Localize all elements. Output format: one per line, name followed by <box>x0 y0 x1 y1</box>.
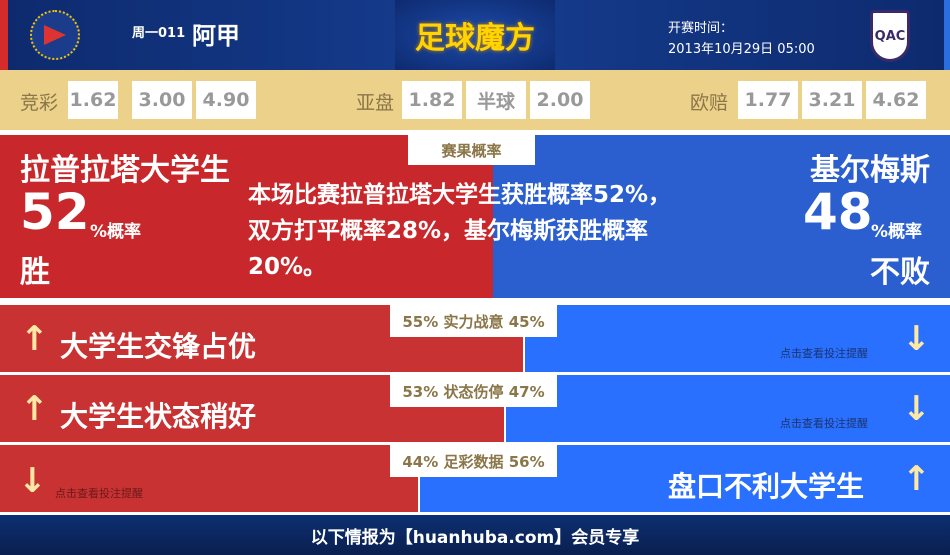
home-team-logo <box>30 10 80 60</box>
league-name: 阿甲 <box>192 22 240 50</box>
jingcai-odd: 1.62 <box>68 81 118 119</box>
jingcai-label: 竞彩 <box>20 92 59 114</box>
row-label: 44% 足彩数据 56% <box>390 445 557 477</box>
arrow-up-icon: ↑ <box>902 459 931 499</box>
jingcai-odd: 4.90 <box>196 81 256 119</box>
oupei-odd: 3.21 <box>802 81 862 119</box>
arrow-down-icon: ↓ <box>902 389 931 429</box>
prob-summary: 本场比赛拉普拉塔大学生获胜概率52%，双方打平概率28%，基尔梅斯获胜概率20%… <box>248 182 672 280</box>
oupei-label: 欧赔 <box>690 92 729 114</box>
home-team-name: 拉普拉塔大学生 <box>20 153 230 188</box>
oupei-odd: 1.77 <box>738 81 798 119</box>
analysis-row[interactable]: 55% 实力战意 45% ↑ 大学生交锋占优 点击查看投注提醒 ↓ <box>0 305 950 372</box>
match-header: 周一011 阿甲 足球魔方 开赛时间： 2013年10月29日 05:00 QA… <box>0 0 950 70</box>
arrow-down-icon: ↓ <box>18 461 47 501</box>
analysis-row[interactable]: 44% 足彩数据 56% ↓ 点击查看投注提醒 盘口不利大学生 ↑ <box>0 445 950 512</box>
arrow-down-icon: ↓ <box>902 319 931 359</box>
kickoff-label: 开赛时间： <box>668 21 734 36</box>
red-edge <box>0 0 8 70</box>
yapan-odd: 2.00 <box>530 81 590 119</box>
prob-tag: 赛果概率 <box>408 135 535 165</box>
bet-hint-link[interactable]: 点击查看投注提醒 <box>55 487 143 500</box>
yapan-odd: 1.82 <box>402 81 462 119</box>
home-bar <box>0 445 418 512</box>
oupei-odd: 4.62 <box>866 81 926 119</box>
match-number: 周一011 <box>132 26 186 41</box>
row-text: 大学生交锋占优 <box>60 330 257 363</box>
away-result: 不败 <box>870 255 930 290</box>
away-bar <box>525 305 950 372</box>
bet-hint-link[interactable]: 点击查看投注提醒 <box>780 417 868 430</box>
home-pct-unit: %概率 <box>90 222 142 242</box>
away-team-name: 基尔梅斯 <box>810 153 930 188</box>
arrow-up-icon: ↑ <box>20 319 49 359</box>
kickoff-time: 2013年10月29日 05:00 <box>668 42 815 57</box>
jingcai-odd: 3.00 <box>132 81 192 119</box>
row-text: 大学生状态稍好 <box>60 400 257 433</box>
home-result: 胜 <box>20 255 50 290</box>
row-text: 盘口不利大学生 <box>668 470 865 503</box>
result-probability: 拉普拉塔大学生 52 %概率 胜 基尔梅斯 48 %概率 不败 赛果概率 本场比… <box>0 135 950 298</box>
away-team-logo: QAC <box>870 10 910 62</box>
blue-edge <box>944 0 950 70</box>
row-label: 53% 状态伤停 47% <box>390 375 557 407</box>
yapan-label: 亚盘 <box>356 92 395 114</box>
home-pct: 52 <box>20 183 90 241</box>
yapan-odd: 半球 <box>466 81 526 119</box>
brand-logo: 足球魔方 <box>395 0 555 70</box>
away-logo-text: QAC <box>874 28 906 44</box>
arrow-up-icon: ↑ <box>20 389 49 429</box>
away-prob-panel: 基尔梅斯 48 %概率 不败 <box>493 135 950 298</box>
away-pct-unit: %概率 <box>871 222 923 242</box>
away-pct: 48 <box>803 183 873 241</box>
analysis-row[interactable]: 53% 状态伤停 47% ↑ 大学生状态稍好 点击查看投注提醒 ↓ <box>0 375 950 442</box>
away-bar <box>506 375 950 442</box>
bet-hint-link[interactable]: 点击查看投注提醒 <box>780 347 868 360</box>
member-footer[interactable]: 以下情报为【huanhuba.com】会员专享 <box>0 515 950 555</box>
row-label: 55% 实力战意 45% <box>390 305 557 337</box>
odds-bar: 竞彩 1.62 3.00 4.90 亚盘 1.82 半球 2.00 欧赔 1.7… <box>0 70 950 130</box>
